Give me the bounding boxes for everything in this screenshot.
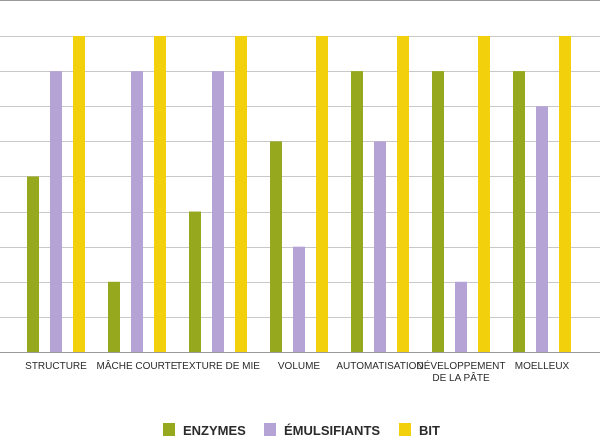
- legend-label-enzymes: ENZYMES: [183, 423, 246, 438]
- gridlines: [0, 36, 600, 353]
- bar-bit-0: [73, 36, 85, 352]
- legend-label--mulsifiants: ÉMULSIFIANTS: [284, 423, 380, 438]
- bar-bit-4: [397, 36, 409, 352]
- bar-bit-2: [235, 36, 247, 352]
- bar--mulsifiants-5: [455, 281, 467, 352]
- bar-bit-5: [478, 36, 490, 352]
- bars: [27, 36, 571, 352]
- category-label: DÉVELOPPEMENT: [417, 359, 506, 372]
- legend-swatch--mulsifiants: [264, 423, 276, 436]
- bar-enzymes-4: [351, 71, 363, 352]
- bar-bit-1: [154, 36, 166, 352]
- bar-enzymes-5: [432, 71, 444, 352]
- bar--mulsifiants-3: [293, 246, 305, 352]
- category-label: AUTOMATISATION: [336, 361, 423, 372]
- legend-label-bit: BIT: [419, 423, 440, 438]
- category-label: MÂCHE COURTE: [97, 359, 178, 372]
- bar-enzymes-2: [189, 211, 201, 352]
- category-label: DE LA PÂTE: [432, 371, 490, 384]
- bar--mulsifiants-1: [131, 71, 143, 352]
- legend-swatch-enzymes: [163, 423, 175, 436]
- bar-enzymes-0: [27, 176, 39, 352]
- bar--mulsifiants-4: [374, 141, 386, 352]
- legend: ENZYMES ÉMULSIFIANTS BIT: [163, 423, 440, 438]
- bar-enzymes-1: [108, 281, 120, 352]
- bar--mulsifiants-0: [50, 71, 62, 352]
- category-label: VOLUME: [278, 361, 321, 372]
- legend-swatch-bit: [399, 423, 411, 436]
- bar-bit-6: [559, 36, 571, 352]
- bar--mulsifiants-6: [536, 106, 548, 352]
- bar--mulsifiants-2: [212, 71, 224, 352]
- bar-enzymes-3: [270, 141, 282, 352]
- bar-bit-3: [316, 36, 328, 352]
- category-label: TEXTURE DE MIE: [176, 361, 260, 372]
- category-label: MOELLEUX: [515, 361, 570, 372]
- bar-enzymes-6: [513, 71, 525, 352]
- category-label: STRUCTURE: [25, 361, 87, 372]
